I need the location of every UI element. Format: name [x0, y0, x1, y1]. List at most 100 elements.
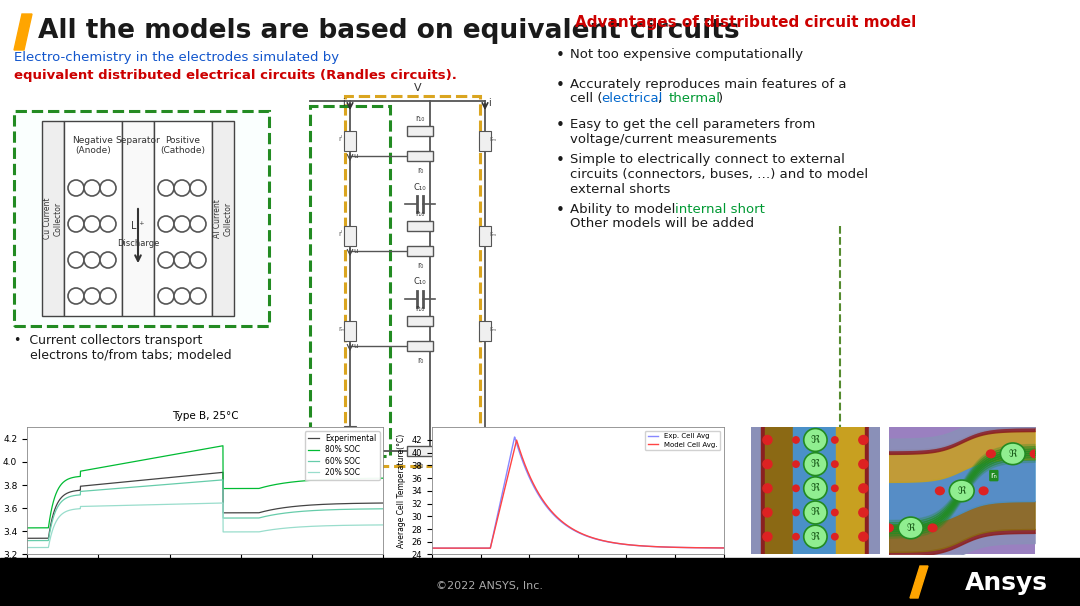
Text: rₘ: rₘ — [489, 326, 496, 332]
Text: Separator: Separator — [116, 136, 160, 145]
Text: ©2022 ANSYS, Inc.: ©2022 ANSYS, Inc. — [436, 581, 543, 591]
Text: ): ) — [718, 92, 724, 105]
Text: Negative
(Anode): Negative (Anode) — [72, 136, 113, 155]
Circle shape — [762, 484, 772, 493]
Circle shape — [793, 485, 799, 491]
Text: Simple to electrically connect to external
circuits (connectors, buses, …) and t: Simple to electrically connect to extern… — [570, 153, 868, 196]
20% SOC — [39, 544, 52, 551]
Exp. Cell Avg — [508, 433, 521, 441]
Circle shape — [832, 485, 838, 491]
Circle shape — [762, 508, 772, 517]
Text: u: u — [353, 153, 357, 159]
80% SOC — [39, 524, 52, 531]
Circle shape — [859, 436, 868, 444]
Text: Discharge: Discharge — [117, 239, 159, 248]
20% SOC — [185, 500, 198, 507]
Circle shape — [100, 252, 116, 268]
80% SOC — [193, 446, 206, 453]
Text: thermal: thermal — [669, 92, 721, 105]
Model Cell Avg. — [559, 521, 572, 528]
Polygon shape — [14, 14, 32, 50]
Bar — [407, 126, 433, 136]
Experimental — [193, 471, 206, 478]
Bar — [0, 558, 1080, 606]
20% SOC — [216, 499, 229, 507]
Bar — [345, 226, 356, 246]
Circle shape — [980, 487, 988, 494]
20% SOC — [366, 521, 379, 528]
Bar — [407, 316, 433, 326]
Text: ℜ: ℜ — [811, 531, 820, 542]
80% SOC — [366, 474, 379, 482]
Circle shape — [174, 252, 190, 268]
Text: r₁₀: r₁₀ — [416, 304, 424, 313]
Text: ℜ: ℜ — [906, 523, 915, 533]
Model Cell Avg. — [708, 544, 721, 551]
Circle shape — [793, 533, 799, 540]
Polygon shape — [910, 566, 928, 598]
Experimental — [377, 499, 390, 507]
Line: 60% SOC: 60% SOC — [27, 480, 383, 541]
Experimental — [21, 534, 33, 542]
Text: rₙ: rₙ — [990, 471, 997, 480]
Circle shape — [859, 484, 868, 493]
Bar — [794, 427, 836, 554]
Circle shape — [859, 532, 868, 541]
Text: equivalent distributed electrical circuits (Randles circuits).: equivalent distributed electrical circui… — [14, 70, 457, 82]
Circle shape — [174, 180, 190, 196]
Text: ℜ: ℜ — [811, 507, 820, 518]
Circle shape — [84, 288, 100, 304]
Circle shape — [84, 252, 100, 268]
Bar — [407, 221, 433, 231]
Text: electrical: electrical — [600, 92, 662, 105]
Text: ℜ: ℜ — [1009, 449, 1017, 459]
Model Cell Avg. — [717, 544, 730, 551]
Circle shape — [100, 216, 116, 232]
Exp. Cell Avg — [656, 544, 669, 551]
Text: u: u — [353, 343, 357, 349]
Bar — [345, 426, 356, 446]
Exp. Cell Avg — [567, 527, 580, 534]
Bar — [480, 131, 491, 151]
Circle shape — [190, 180, 206, 196]
Bar — [42, 121, 64, 316]
Circle shape — [68, 252, 84, 268]
Circle shape — [68, 216, 84, 232]
Circle shape — [793, 437, 799, 443]
Circle shape — [793, 509, 799, 516]
Text: •: • — [555, 78, 565, 93]
Circle shape — [832, 437, 838, 443]
Circle shape — [1030, 450, 1039, 458]
Bar — [345, 131, 356, 151]
Bar — [64, 121, 122, 316]
Text: •: • — [555, 153, 565, 168]
Text: Li⁺: Li⁺ — [132, 221, 145, 231]
Circle shape — [100, 288, 116, 304]
20% SOC — [301, 523, 314, 530]
Circle shape — [762, 436, 772, 444]
Circle shape — [859, 460, 868, 468]
Bar — [122, 121, 154, 316]
Bar — [14, 111, 269, 326]
Text: rₘ: rₘ — [489, 231, 496, 237]
Text: r₀: r₀ — [417, 261, 423, 270]
Bar — [761, 427, 765, 554]
Bar — [345, 96, 480, 466]
Bar — [865, 427, 868, 554]
Line: 80% SOC: 80% SOC — [27, 446, 383, 528]
Circle shape — [190, 252, 206, 268]
Text: Not too expensive computationally: Not too expensive computationally — [570, 48, 804, 61]
Circle shape — [158, 288, 174, 304]
Bar — [765, 427, 794, 554]
Experimental — [367, 499, 380, 507]
Circle shape — [158, 180, 174, 196]
Text: Ability to model: Ability to model — [570, 203, 679, 216]
Text: r₀: r₀ — [417, 166, 423, 175]
Text: ℜ: ℜ — [958, 486, 966, 496]
Model Cell Avg. — [510, 436, 523, 444]
Text: r₁₀: r₁₀ — [416, 209, 424, 218]
Circle shape — [793, 461, 799, 467]
Bar — [868, 427, 880, 554]
Legend: Exp. Cell Avg, Model Cell Avg.: Exp. Cell Avg, Model Cell Avg. — [645, 431, 720, 450]
Bar — [407, 246, 433, 256]
